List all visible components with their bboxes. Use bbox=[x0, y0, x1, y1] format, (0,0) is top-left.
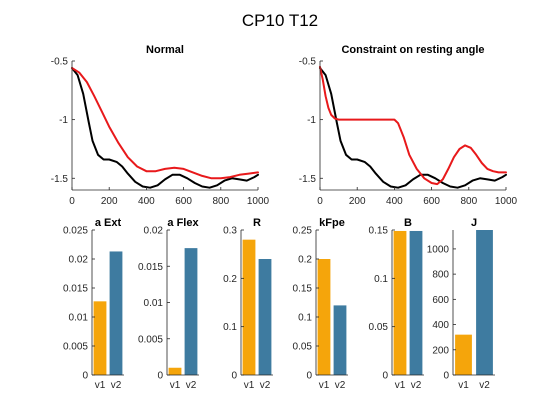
x-tick-label: v2 bbox=[411, 380, 422, 391]
y-tick-label: 0.2 bbox=[298, 255, 312, 266]
y-tick-label: 0.1 bbox=[298, 313, 312, 324]
y-tick-label: -0.5 bbox=[51, 57, 69, 68]
x-tick-label: v2 bbox=[335, 380, 346, 391]
y-tick-label: 0.1 bbox=[223, 322, 237, 333]
x-tick-label: 1000 bbox=[247, 196, 270, 207]
y-tick-label: 0.02 bbox=[69, 255, 89, 266]
bar-v1 bbox=[317, 259, 331, 375]
bar-v1 bbox=[393, 230, 407, 375]
plot-title: Normal bbox=[146, 44, 184, 56]
plot-title: R bbox=[253, 217, 261, 229]
x-tick-label: 0 bbox=[317, 196, 323, 207]
y-tick-label: 0.015 bbox=[63, 284, 88, 295]
y-tick-label: 0.25 bbox=[293, 226, 313, 237]
x-tick-label: 200 bbox=[101, 196, 118, 207]
y-tick-label: 0.005 bbox=[138, 334, 163, 345]
bar-v1 bbox=[455, 334, 472, 375]
y-tick-label: -1 bbox=[307, 115, 316, 126]
line-chart-1: Constraint on resting angle 0 200 400 600 800… bbox=[299, 44, 518, 207]
y-tick-label: 0.015 bbox=[138, 262, 163, 273]
y-tick-label: 0.01 bbox=[69, 313, 89, 324]
y-tick-label: 0.01 bbox=[144, 298, 164, 309]
x-tick-label: 600 bbox=[175, 196, 192, 207]
plot-title: kFpe bbox=[319, 217, 345, 229]
y-tick-label: 800 bbox=[432, 270, 449, 281]
x-tick-label: 800 bbox=[460, 196, 477, 207]
y-tick-label: -1.5 bbox=[51, 174, 69, 185]
y-tick-label: 600 bbox=[432, 295, 449, 306]
bar-v1 bbox=[242, 239, 256, 375]
x-tick-label: 1000 bbox=[495, 196, 518, 207]
y-tick-label: 200 bbox=[432, 345, 449, 356]
x-tick-label: v1 bbox=[395, 380, 406, 391]
bar-chart-6: Bv1 v2 0 0.05 0.1 0.15 bbox=[369, 217, 424, 391]
series-line-black bbox=[71, 67, 259, 189]
x-tick-label: 0 bbox=[69, 196, 75, 207]
y-tick-label: -1.5 bbox=[299, 174, 317, 185]
bar-v2 bbox=[184, 248, 198, 375]
y-tick-label: 0 bbox=[82, 371, 88, 382]
x-tick-label: v1 bbox=[319, 380, 330, 391]
x-tick-label: v2 bbox=[186, 380, 197, 391]
y-tick-label: 0.2 bbox=[223, 274, 237, 285]
x-tick-label: v1 bbox=[244, 380, 255, 391]
bar-chart-5: kFpe v1 v2 0 0.05 0.1 0.15 0.2 0.25 bbox=[293, 217, 348, 391]
bar-v2 bbox=[476, 230, 493, 375]
bar-chart-2: a Ext v1 v2 0 0.005 0.01 0.015 0.02 0.025 bbox=[63, 217, 124, 391]
y-tick-label: 0 bbox=[306, 371, 312, 382]
x-tick-label: 400 bbox=[386, 196, 403, 207]
y-tick-label: 0.05 bbox=[369, 322, 389, 333]
x-tick-label: v1 bbox=[95, 380, 106, 391]
y-tick-label: 0.05 bbox=[293, 342, 313, 353]
bar-v1 bbox=[168, 367, 182, 375]
y-tick-label: 0 bbox=[443, 371, 449, 382]
y-tick-label: 0.15 bbox=[293, 284, 313, 295]
y-tick-label: 1000 bbox=[427, 244, 450, 255]
y-tick-label: 400 bbox=[432, 320, 449, 331]
plot-title: a Flex bbox=[167, 217, 199, 229]
series-line-red bbox=[71, 67, 259, 180]
plot-title: a Ext bbox=[95, 217, 122, 229]
series-line-black bbox=[319, 67, 507, 189]
y-tick-label: 0.025 bbox=[63, 226, 88, 237]
bar-v2 bbox=[409, 230, 423, 375]
x-tick-label: v2 bbox=[260, 380, 271, 391]
x-tick-label: 600 bbox=[423, 196, 440, 207]
y-tick-label: 0 bbox=[231, 371, 237, 382]
series-line-red bbox=[319, 65, 507, 186]
x-tick-label: v2 bbox=[111, 380, 122, 391]
bar-chart-7: Jv1 v2 0 200 400 600 800 1000 bbox=[427, 217, 495, 391]
y-tick-label: 0.02 bbox=[144, 226, 164, 237]
x-tick-label: v2 bbox=[479, 380, 490, 391]
y-tick-label: 0.3 bbox=[223, 226, 237, 237]
y-tick-label: 0 bbox=[382, 371, 388, 382]
y-tick-label: 0.005 bbox=[63, 342, 88, 353]
x-tick-label: v1 bbox=[458, 380, 469, 391]
plot-title: Constraint on resting angle bbox=[341, 44, 484, 56]
y-tick-label: -1 bbox=[59, 115, 68, 126]
y-tick-label: -0.5 bbox=[299, 57, 317, 68]
bar-chart-3: a Flex v1 v2 0 0.005 0.01 0.015 0.02 bbox=[138, 217, 200, 391]
x-tick-label: 400 bbox=[138, 196, 155, 207]
line-chart-0: Normal 0 200 400 600 800 1000 -1.5 -1 -0.5 bbox=[51, 44, 270, 207]
x-tick-label: 200 bbox=[349, 196, 366, 207]
bar-v1 bbox=[93, 301, 107, 375]
bar-chart-4: Rv1 v2 0 0.1 0.2 0.3 bbox=[223, 217, 273, 391]
y-tick-label: 0 bbox=[157, 371, 163, 382]
bar-v2 bbox=[333, 305, 347, 375]
x-tick-label: v1 bbox=[170, 380, 181, 391]
plot-title: B bbox=[404, 217, 412, 229]
y-tick-label: 0.15 bbox=[369, 226, 389, 237]
bar-v2 bbox=[109, 251, 123, 375]
figure-title: CP10 T12 bbox=[242, 11, 318, 30]
bar-v2 bbox=[258, 259, 272, 375]
x-tick-label: 800 bbox=[212, 196, 229, 207]
plot-title: J bbox=[471, 217, 477, 229]
y-tick-label: 0.1 bbox=[374, 274, 388, 285]
